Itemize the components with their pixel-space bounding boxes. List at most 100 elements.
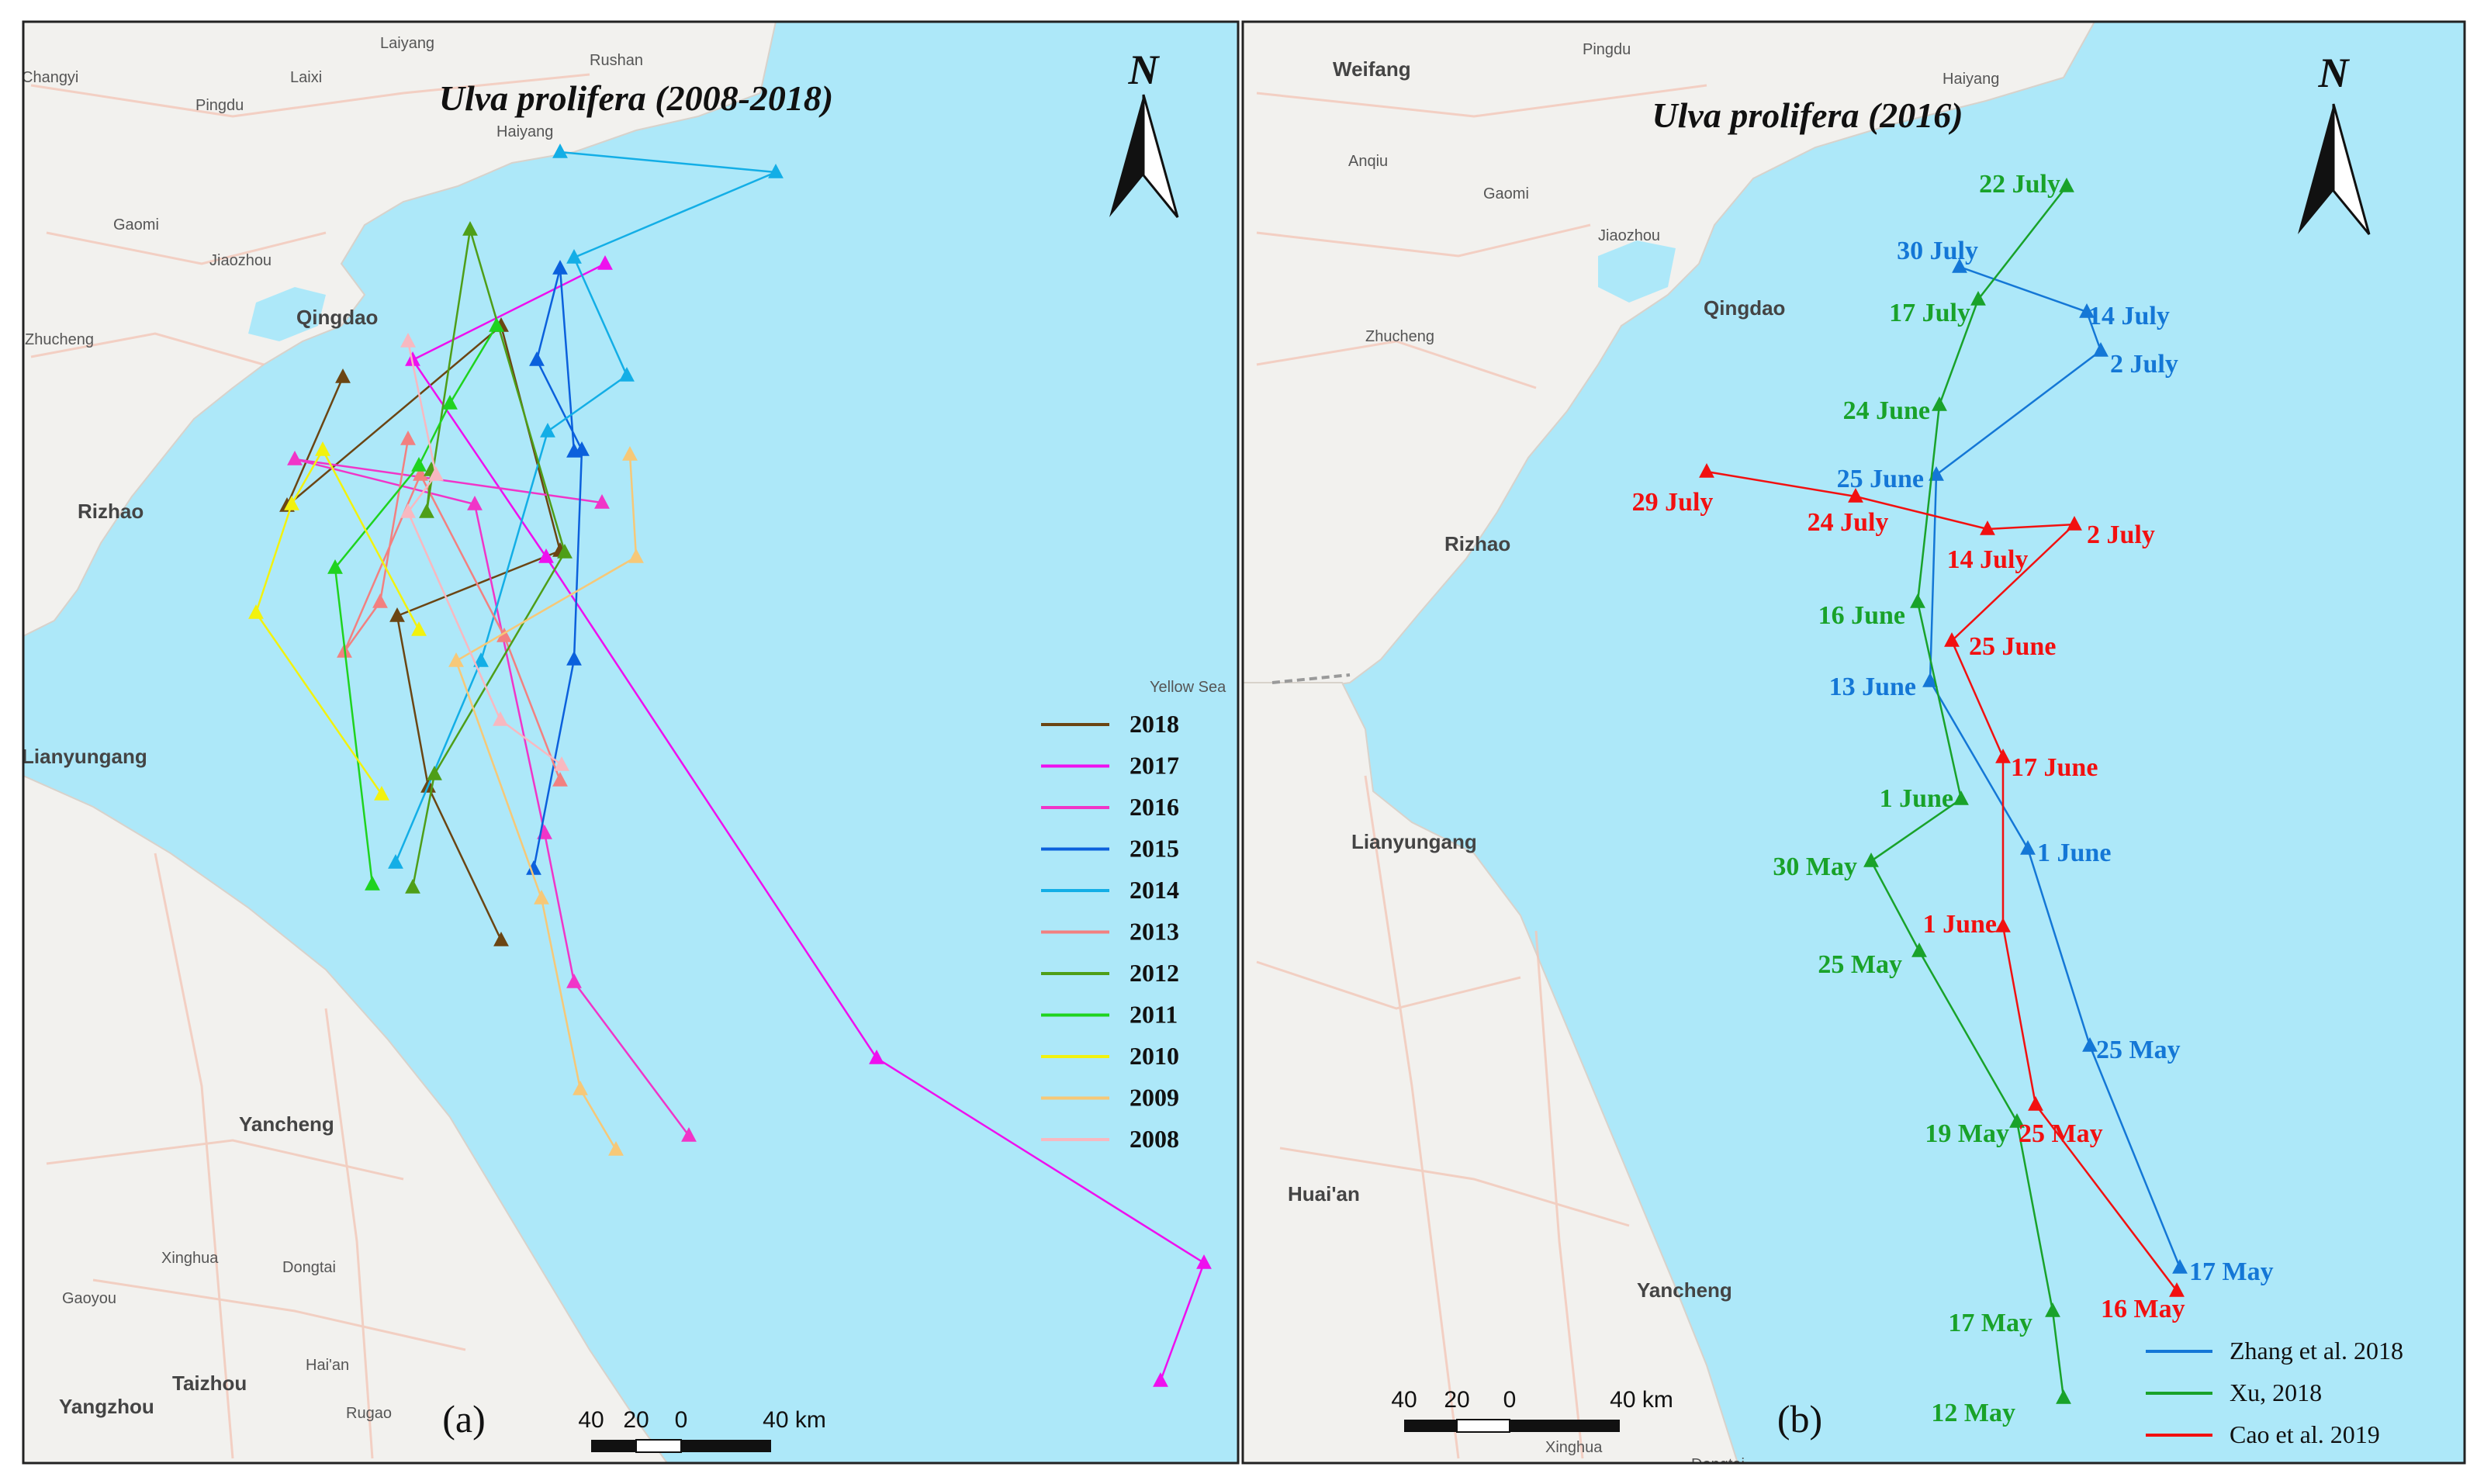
track-marker (526, 860, 541, 875)
track-marker (2045, 1302, 2060, 1317)
track-marker (400, 333, 416, 348)
place-label: Hai'an (306, 1357, 349, 1374)
jiaozhou-bay (248, 287, 326, 341)
track-marker (619, 367, 635, 382)
track-marker (405, 351, 420, 366)
track-marker (566, 443, 582, 458)
scale-bar-a: 40 20 0 40 km (578, 1407, 826, 1453)
track-marker (1910, 593, 1925, 608)
legend-item: 2011 (1041, 1001, 1178, 1029)
date-label: 17 May (2189, 1257, 2274, 1286)
place-label: Gaomi (1483, 185, 1529, 202)
legend-label: 2014 (1130, 876, 1179, 904)
panel-a-frame (22, 20, 1240, 1465)
track-marker (388, 854, 403, 869)
land-shandong (1243, 22, 2096, 700)
date-label: 25 June (1837, 465, 1924, 493)
legend-label: 2018 (1130, 710, 1179, 738)
track-marker (428, 466, 444, 481)
date-label: 1 June (1880, 784, 1953, 813)
track-marker (1970, 291, 1986, 306)
place-label: Qingdao (296, 306, 378, 329)
track-marker (2079, 303, 2095, 318)
province-border (1271, 673, 1351, 684)
place-label: Xinghua (1545, 1439, 1603, 1456)
map-title-a: Ulva prolifera (2008-2018) (439, 78, 833, 118)
track-marker (413, 466, 428, 481)
map-title-b: Ulva prolifera (2016) (1652, 95, 1963, 135)
place-label: Jiaozhou (209, 252, 272, 269)
place-label: Jiaozhou (1598, 227, 1660, 244)
date-label: 1 June (2037, 839, 2111, 867)
date-label: 25 May (2019, 1119, 2103, 1148)
place-label: Yangzhou (59, 1395, 154, 1418)
legend-label: 2010 (1130, 1042, 1179, 1070)
track-marker (538, 548, 554, 563)
track-marker (327, 559, 343, 574)
track-marker (2082, 1037, 2098, 1052)
track-marker (566, 974, 582, 988)
scale-bar-b: 40 20 0 40 km (1391, 1387, 1673, 1433)
jiaozhou-bay (1598, 240, 1676, 303)
panel-tag-b: (b) (1777, 1397, 1822, 1441)
date-label: 13 June (1829, 673, 1916, 701)
panel-b-frame (1241, 20, 2466, 1465)
track-marker (768, 164, 784, 178)
date-label: 29 July (1632, 488, 1714, 517)
track-marker (1953, 790, 1969, 805)
north-arrow-a: N (1109, 47, 1179, 218)
place-label: Rizhao (1444, 532, 1510, 555)
track-marker (2020, 840, 2036, 855)
place-label: Pingdu (195, 97, 244, 114)
track-zhang: 17 May 25 May 1 June 13 June 25 June 2 July 14… (1829, 237, 2274, 1286)
track-marker (540, 423, 555, 438)
track-marker (557, 544, 573, 559)
place-label: Xinghua (161, 1250, 219, 1267)
place-label: Zhucheng (1365, 328, 1434, 345)
track-line (532, 268, 583, 870)
track-marker (1153, 1372, 1168, 1387)
place-label: Gaoyou (62, 1290, 116, 1307)
track-marker (1944, 632, 1960, 647)
track-line (1929, 265, 2181, 1268)
legend-item: 2013 (1041, 918, 1179, 946)
track-marker (608, 1141, 624, 1156)
track-marker (573, 1081, 588, 1095)
land-jiangsu (23, 774, 669, 1463)
track-marker (529, 351, 545, 366)
track-marker (365, 876, 380, 891)
track-2008 (400, 333, 569, 771)
track-line (294, 458, 690, 1136)
map-panel-b: Weifang Pingdu Haiyang Anqiu Gaomi Jiaozhou Qi… (1243, 22, 2465, 1463)
date-label: 2 July (2087, 521, 2155, 549)
place-label: Zhucheng (25, 331, 94, 348)
track-marker (1932, 396, 1947, 411)
scale-label: 40 (1391, 1387, 1417, 1413)
place-label: Rugao (346, 1405, 392, 1422)
place-label: Changyi (22, 69, 78, 86)
scale-label: 40 (578, 1407, 604, 1433)
track-marker (448, 652, 464, 667)
north-label: N (1128, 47, 1161, 93)
track-marker (1848, 488, 1863, 503)
date-label: 14 July (1947, 545, 2029, 574)
date-label: 30 May (1773, 853, 1857, 881)
track-marker (427, 766, 442, 780)
legend-label: Xu, 2018 (2230, 1378, 2322, 1406)
track-2014 (388, 144, 784, 869)
track-line (411, 262, 1206, 1382)
place-label: Pingdu (1583, 41, 1631, 58)
track-2009 (448, 446, 644, 1156)
track-marker (442, 395, 458, 410)
place-label: Rizhao (78, 500, 144, 523)
track-marker (1196, 1254, 1212, 1269)
legend-label: Cao et al. 2019 (2230, 1420, 2380, 1448)
scale-label: 0 (675, 1407, 688, 1433)
place-label: Anqiu (1348, 153, 1388, 170)
date-label: 2 July (2110, 350, 2178, 379)
track-marker (419, 503, 434, 518)
legend-label: 2013 (1130, 918, 1179, 946)
track-marker (1980, 521, 1995, 535)
track-marker (869, 1050, 884, 1064)
scale-label: 20 (1444, 1387, 1469, 1413)
